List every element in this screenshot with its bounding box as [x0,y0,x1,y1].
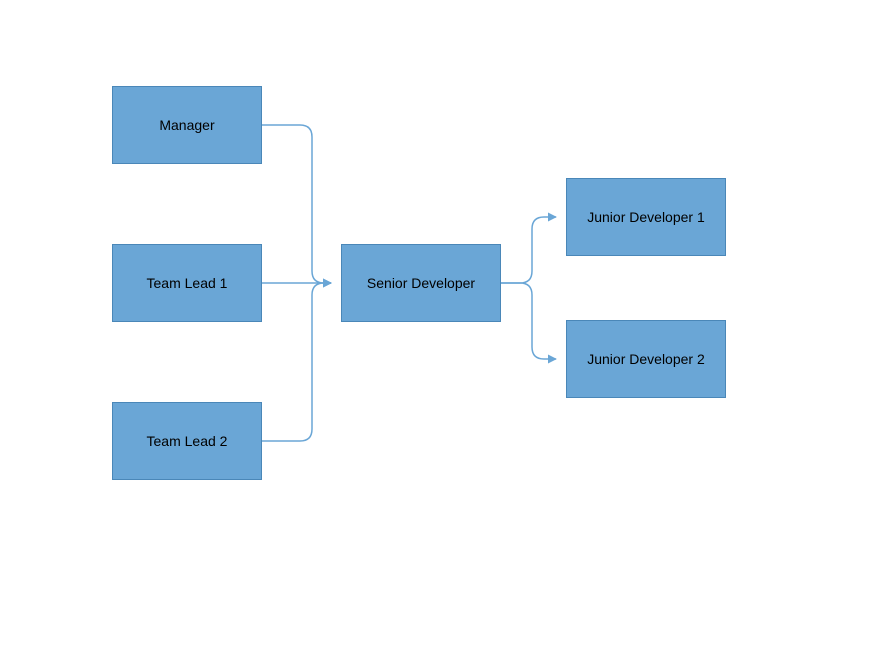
node-label: Manager [159,117,214,133]
node-label: Team Lead 2 [147,433,228,449]
edge-lead2-to-senior [262,283,331,441]
node-lead2: Team Lead 2 [112,402,262,480]
node-lead1: Team Lead 1 [112,244,262,322]
node-label: Senior Developer [367,275,475,291]
edge-senior-to-junior1 [501,217,556,283]
node-junior1: Junior Developer 1 [566,178,726,256]
diagram-canvas: Manager Team Lead 1 Team Lead 2 Senior Deve… [0,0,872,647]
node-label: Junior Developer 1 [587,209,705,225]
node-label: Team Lead 1 [147,275,228,291]
node-manager: Manager [112,86,262,164]
node-label: Junior Developer 2 [587,351,705,367]
node-senior: Senior Developer [341,244,501,322]
node-junior2: Junior Developer 2 [566,320,726,398]
edge-manager-to-senior [262,125,331,283]
edge-senior-to-junior2 [501,283,556,359]
